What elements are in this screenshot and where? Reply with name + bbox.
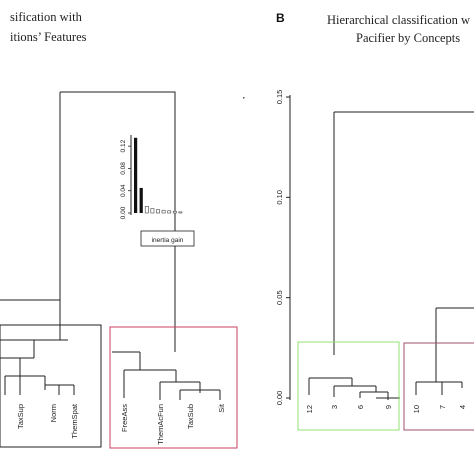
panel-a-leaf-label: ThemSpat (70, 403, 79, 439)
inset-bar (172, 211, 177, 214)
inset-legend-label: inertia gain (152, 237, 184, 244)
panel-a-cluster-box-pink (109, 326, 238, 449)
panel-b-leaf-label: 12 (305, 405, 314, 413)
inset-legend-box (140, 230, 195, 247)
panel-b-link-leaves-6-9 (359, 386, 400, 400)
inset-y-tick-label: 0.08 (120, 162, 127, 175)
panel-b-letter: B (276, 11, 285, 25)
inset-y-tick-label: 0.00 (120, 206, 127, 219)
inset-bar (134, 137, 138, 213)
panel-b-leaf-label: 3 (330, 405, 339, 409)
inset-ticks: 0.00 0.04 0.08 0.12 (120, 139, 131, 219)
panel-b-cluster-box-pink (403, 342, 474, 431)
panel-b-link-right-cluster (415, 307, 474, 395)
inset-bars (134, 137, 183, 214)
inset-bar (156, 209, 160, 214)
inset-bar (161, 209, 166, 214)
image-artifact-dot (243, 97, 245, 99)
panel-b-y-ticks: 0.00 0.05 0.10 0.15 (275, 90, 290, 406)
panel-b-cluster-box-green (297, 341, 400, 431)
panel-a: sification with itions’ Features Ta (0, 10, 238, 449)
panel-a-link-right-leaves (159, 382, 221, 400)
panel-b-leaf-label: 6 (356, 405, 365, 409)
panel-a-inertia-inset: 0.00 0.04 0.08 0.12 inertia gain (120, 135, 195, 247)
panel-a-leaf-label: Sit (217, 403, 226, 413)
panel-b-leaf-label: 9 (384, 405, 393, 409)
panel-a-leaf-label: Norm (49, 404, 58, 422)
panel-b-leaf-label: 7 (438, 405, 447, 409)
panel-a-dendrogram-links (0, 91, 221, 400)
inset-bar (167, 210, 172, 214)
inset-bar (139, 187, 143, 213)
panel-b-title-line-1: Hierarchical classification w (327, 13, 470, 27)
inset-bar (178, 211, 183, 214)
panel-b-title-line-2: Pacifier by Concepts (356, 31, 460, 45)
inset-bar (144, 206, 149, 214)
panel-b-y-tick-label: 0.10 (275, 190, 284, 205)
panel-a-link-leaf-a (4, 376, 21, 395)
panel-a-link-left-branch (0, 299, 61, 340)
panel-a-link-norm-them (44, 376, 75, 395)
panel-b-leaf-labels: 12 3 6 9 10 7 4 (305, 405, 467, 413)
panel-b-y-tick-label: 0.00 (275, 391, 284, 406)
panel-a-leaf-label: TaxSup (16, 404, 25, 429)
inset-bar (150, 208, 155, 214)
panel-a-title-line-1: sification with (10, 10, 83, 24)
panel-a-leaf-label: TaxSub (186, 404, 195, 429)
panel-b-y-tick-label: 0.15 (275, 90, 284, 105)
panel-b: B Hierarchical classification w Pacifier… (275, 11, 474, 431)
panel-b-y-tick-label: 0.05 (275, 290, 284, 305)
panel-a-cluster-box-black (0, 324, 102, 448)
panel-a-leaf-labels: TaxSup Norm ThemSpat FreeAss ThemAcFun T… (16, 403, 226, 445)
panel-a-leaf-label: FreeAss (120, 404, 129, 432)
panel-a-leaf-label: ThemAcFun (156, 404, 165, 445)
panel-a-link-root-top (60, 91, 176, 352)
panel-b-leaf-label: 4 (458, 405, 467, 409)
panel-a-title-line-2: itions’ Features (10, 30, 87, 44)
panel-a-link-right-join (160, 370, 200, 383)
panel-b-dendrogram-links (308, 111, 474, 400)
inset-y-tick-label: 0.12 (120, 139, 127, 152)
inset-y-tick-label: 0.04 (120, 184, 127, 197)
panel-b-leaf-label: 10 (412, 405, 421, 413)
